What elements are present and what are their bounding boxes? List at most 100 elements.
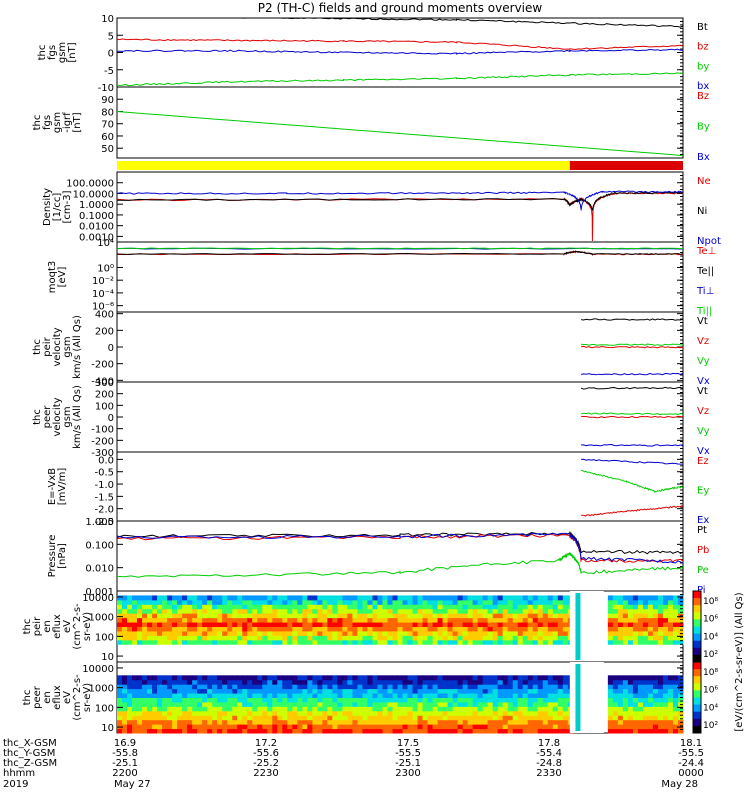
spec-cell	[132, 684, 138, 690]
spec-cell	[282, 675, 288, 681]
spec-cell	[132, 599, 138, 605]
spec-cell	[137, 693, 143, 698]
y-tick-label: 0	[108, 49, 114, 60]
spec-cell	[507, 719, 514, 725]
spec-cell	[182, 728, 188, 734]
spec-cell	[432, 697, 439, 703]
spec-cell	[307, 715, 313, 721]
spec-cell	[532, 688, 539, 694]
spec-cell	[187, 688, 193, 694]
spec-cell	[542, 617, 549, 623]
spec-cell	[232, 724, 238, 730]
spec-cell	[137, 608, 143, 614]
spec-cell	[517, 719, 524, 725]
spec-cell	[247, 622, 253, 627]
spec-cell	[637, 626, 644, 632]
spec-cell	[132, 706, 138, 712]
spec-cell	[192, 688, 198, 694]
colorbar-cell	[693, 598, 701, 606]
spec-cell	[137, 715, 143, 721]
spec-cell	[277, 604, 283, 610]
spec-cell	[282, 684, 288, 690]
spec-cell	[547, 706, 554, 712]
spec-cell	[397, 710, 404, 716]
spec-cell	[172, 604, 178, 610]
spec-cell	[447, 599, 454, 605]
spec-cell	[127, 599, 133, 605]
spec-cell	[127, 697, 133, 703]
spec-cell	[417, 719, 424, 725]
spec-cell	[562, 724, 569, 730]
spec-cell	[247, 604, 253, 610]
spec-cell	[197, 710, 203, 716]
spec-cell	[312, 639, 318, 645]
y-axis-label: Pressure	[47, 535, 58, 578]
spec-cell	[347, 719, 353, 725]
spec-cell	[527, 617, 534, 623]
spec-cell	[122, 608, 128, 614]
spec-cell	[197, 613, 203, 619]
spec-burst	[575, 664, 581, 731]
spec-cell	[192, 710, 198, 716]
spec-cell	[392, 613, 398, 619]
spec-cell	[192, 693, 198, 698]
spec-cell	[177, 693, 183, 698]
spec-cell	[647, 719, 654, 725]
spec-cell	[527, 701, 534, 707]
spec-cell	[272, 626, 278, 632]
spec-cell	[132, 608, 138, 614]
spec-cell	[522, 626, 529, 632]
spec-cell	[522, 728, 529, 734]
spec-cell	[272, 693, 278, 698]
spec-cell	[452, 697, 459, 703]
spec-cell	[432, 715, 439, 721]
spec-cell	[242, 608, 248, 614]
spec-cell	[167, 693, 173, 698]
spec-cell	[332, 675, 338, 681]
spec-cell	[297, 604, 303, 610]
spec-cell	[482, 622, 489, 627]
spec-cell	[462, 710, 469, 716]
spec-cell	[212, 679, 218, 685]
spec-cell	[142, 604, 148, 610]
spec-cell	[647, 613, 654, 619]
spec-cell	[472, 608, 479, 614]
spec-cell	[487, 613, 494, 619]
spec-cell	[477, 679, 484, 685]
spec-cell	[402, 710, 409, 716]
chart-title: P2 (TH-C) fields and ground moments over…	[258, 1, 543, 15]
spec-cell	[447, 719, 454, 725]
spec-cell	[202, 684, 208, 690]
spec-cell	[557, 622, 564, 627]
spec-cell	[632, 724, 639, 730]
spec-cell	[607, 630, 614, 636]
spec-cell	[282, 693, 288, 698]
spec-cell	[297, 706, 303, 712]
spec-cell	[417, 701, 424, 707]
spec-cell	[197, 688, 203, 694]
spec-cell	[147, 724, 153, 730]
spec-cell	[187, 724, 193, 730]
spec-cell	[342, 697, 348, 703]
spec-cell	[462, 595, 469, 601]
spec-cell	[257, 701, 263, 707]
spec-cell	[532, 595, 539, 601]
spec-cell	[157, 608, 163, 614]
spec-cell	[222, 675, 228, 681]
spec-cell	[322, 626, 328, 632]
spec-cell	[272, 701, 278, 707]
spec-cell	[622, 710, 629, 716]
spec-cell	[427, 613, 434, 619]
spec-cell	[247, 675, 253, 681]
spec-cell	[612, 639, 619, 645]
spec-cell	[202, 719, 208, 725]
spec-cell	[357, 710, 363, 716]
spec-cell	[157, 724, 163, 730]
spec-cell	[467, 622, 474, 627]
spec-cell	[652, 697, 659, 703]
spec-cell	[552, 639, 559, 645]
spec-cell	[152, 697, 158, 703]
spec-cell	[122, 626, 128, 632]
spec-cell	[217, 622, 223, 627]
spec-cell	[407, 684, 414, 690]
